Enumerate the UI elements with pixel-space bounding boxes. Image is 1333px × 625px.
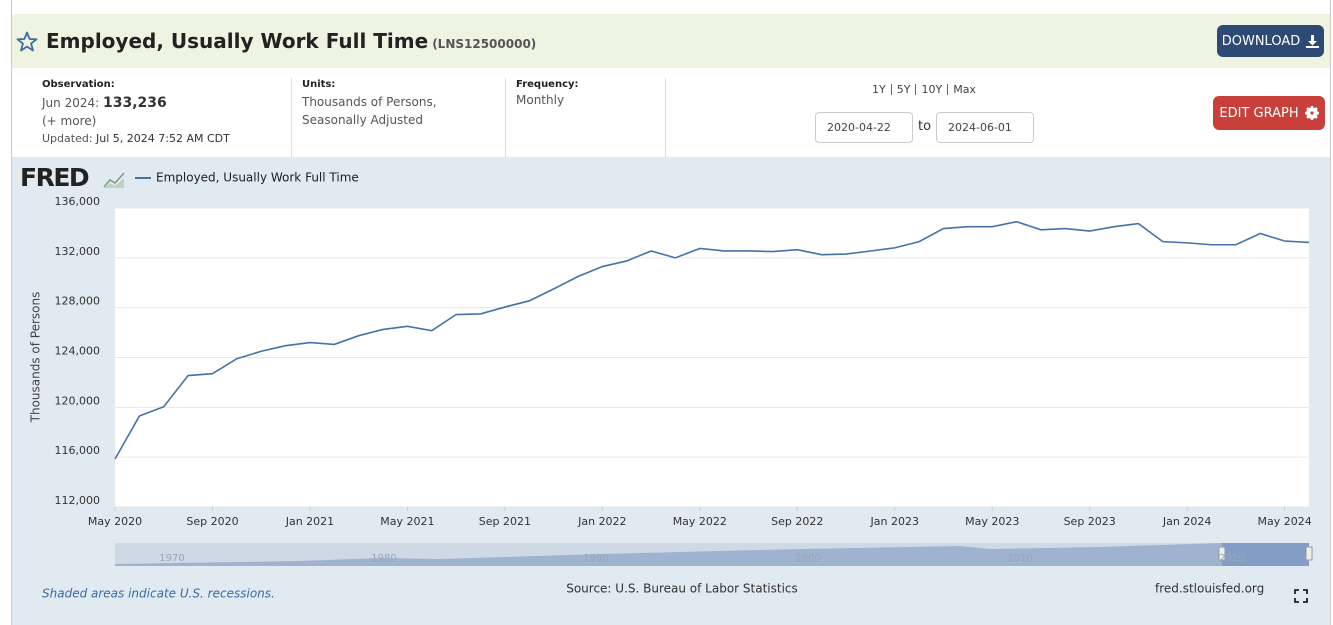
- x-tick-label: May 2024: [1258, 515, 1312, 528]
- y-tick-label: 132,000: [55, 245, 101, 258]
- range-link[interactable]: 1Y: [872, 83, 886, 96]
- to-label: to: [918, 119, 932, 134]
- line: [114, 220, 1310, 460]
- range-link[interactable]: 5Y: [890, 84, 916, 95]
- date-from[interactable]: 2020-04-22: [815, 112, 913, 143]
- x-tick-label: Jan 2021: [285, 515, 334, 528]
- x-tick-label: May 2021: [380, 515, 434, 528]
- navigator-handle[interactable]: [1305, 546, 1313, 561]
- y-tick-label: 124,000: [55, 345, 101, 358]
- frame: [11, 0, 1331, 625]
- navigator-label: 1980: [371, 553, 396, 564]
- fullscreen-icon[interactable]: [1294, 589, 1308, 603]
- series-id: (LNS12500000): [432, 37, 537, 51]
- range-link[interactable]: 10Y: [915, 84, 947, 95]
- y-tick-label: 136,000: [55, 195, 101, 208]
- navigator-label: 1990: [583, 553, 608, 564]
- frequency-label: Frequency:: [516, 79, 579, 90]
- observation-value: 133,236: [102, 95, 167, 111]
- updated-value: Jul 5, 2024 7:52 AM CDT: [96, 132, 230, 145]
- x-tick-label: Sep 2022: [771, 515, 823, 528]
- gear-icon: [1304, 106, 1319, 120]
- header-band: [12, 14, 1330, 68]
- logo-icon: [103, 172, 125, 188]
- site: fred.stlouisfed.org: [1155, 582, 1264, 596]
- navigator-handle[interactable]: [1218, 546, 1226, 561]
- legend-label: Employed, Usually Work Full Time: [156, 171, 359, 185]
- favorite-star[interactable]: [16, 31, 38, 53]
- x-tick-label: Jan 2023: [870, 515, 919, 528]
- range-links: 1Y 5Y 10Y Max: [860, 84, 988, 95]
- navigator-label: 2000: [795, 553, 820, 564]
- navigator-area: [115, 543, 1309, 566]
- recession-note: Shaded areas indicate U.S. recessions.: [42, 587, 275, 601]
- chart: FRED Thousands of Persons Shaded areas i…: [20, 163, 1313, 603]
- updated-label: Updated:: [42, 132, 93, 145]
- edit-label: EDIT GRAPH: [1219, 105, 1299, 121]
- x-tick-label: Jan 2024: [1162, 515, 1211, 528]
- download-icon: [1306, 34, 1320, 48]
- x-tick-label: Sep 2020: [186, 515, 238, 528]
- observation: Jun 2024: 133,236: [42, 95, 167, 111]
- y-axis-label: Thousands of Persons: [29, 292, 43, 424]
- observation-label: Observation:: [42, 79, 115, 90]
- x-tick-label: May 2023: [965, 515, 1019, 528]
- navigator-label: 2010: [1007, 553, 1032, 564]
- units-value: Thousands of Persons, Seasonally Adjuste…: [302, 95, 437, 127]
- navigator-label: 1970: [159, 553, 184, 564]
- date-to[interactable]: 2024-06-01: [936, 112, 1034, 143]
- source: Source: U.S. Bureau of Labor Statistics: [566, 582, 798, 596]
- updated: Updated: Jul 5, 2024 7:52 AM CDT: [42, 132, 230, 145]
- observation-date: Jun 2024:: [42, 96, 100, 110]
- fred-logo: FRED: [20, 163, 89, 192]
- navigator-label: 2020: [1219, 553, 1244, 564]
- divider: [291, 78, 292, 157]
- x-tick-label: May 2022: [673, 515, 727, 528]
- y-tick-label: 112,000: [55, 494, 101, 507]
- more-link[interactable]: (+ more): [42, 114, 97, 128]
- download-label: DOWNLOAD: [1221, 33, 1301, 49]
- y-tick-label: 116,000: [55, 444, 101, 457]
- edit-graph-button[interactable]: EDIT GRAPH: [1213, 96, 1325, 130]
- y-tick-label: 128,000: [55, 295, 101, 308]
- series-title: Employed, Usually Work Full Time (LNS1250…: [46, 29, 536, 53]
- divider: [505, 78, 506, 157]
- y-tick-label: 120,000: [55, 394, 101, 407]
- x-tick-label: Sep 2023: [1064, 515, 1116, 528]
- units-label: Units:: [302, 79, 336, 90]
- x-tick-label: Sep 2021: [479, 515, 531, 528]
- title-text: Employed, Usually Work Full Time: [46, 29, 429, 53]
- download-button[interactable]: DOWNLOAD: [1217, 25, 1324, 57]
- logo-icon-area: [104, 178, 124, 188]
- frequency-value: Monthly: [516, 93, 565, 107]
- divider: [665, 78, 666, 157]
- range-link[interactable]: Max: [947, 84, 981, 95]
- x-tick-label: Jan 2022: [577, 515, 626, 528]
- x-tick-label: May 2020: [88, 515, 142, 528]
- navigator-window[interactable]: [1222, 543, 1309, 566]
